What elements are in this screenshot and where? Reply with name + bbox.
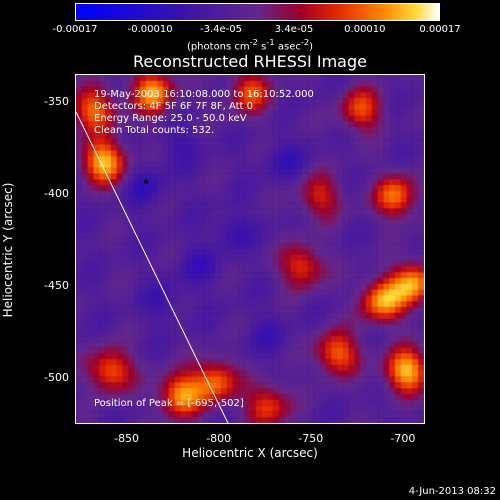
footer-date: 4-Jun-2013 08:32 bbox=[408, 486, 496, 497]
y-tick-label: -350 bbox=[44, 94, 69, 108]
x-tick-label: -850 bbox=[114, 432, 140, 445]
colorbar-units: (photons cm-2 s-1 asec-2) bbox=[186, 37, 314, 53]
annotation-peak: Position of Peak = [-695,-502] bbox=[94, 398, 244, 409]
annotation-energy: Energy Range: 25.0 - 50.0 keV bbox=[94, 113, 247, 124]
plot-area: 19-May-2003 16:10:08.000 to 16:10:52.000… bbox=[75, 74, 425, 424]
plot-overlay bbox=[76, 111, 229, 423]
y-axis-label: Heliocentric Y (arcsec) bbox=[1, 182, 15, 318]
x-tick-label: -750 bbox=[298, 432, 324, 445]
y-tick-label: -500 bbox=[44, 370, 69, 384]
colorbar bbox=[75, 3, 440, 21]
solar-limb-line bbox=[76, 111, 229, 423]
colorbar-tick-label: -0.00017 bbox=[52, 24, 98, 35]
peak-marker bbox=[144, 179, 148, 184]
y-tick-label: -450 bbox=[44, 278, 69, 292]
x-tick-label: -800 bbox=[206, 432, 232, 445]
colorbar-gradient bbox=[76, 4, 439, 20]
annotation-clean: Clean Total counts: 532. bbox=[94, 125, 215, 136]
annotation-time: 19-May-2003 16:10:08.000 to 16:10:52.000 bbox=[94, 89, 314, 100]
heatmap-image bbox=[76, 75, 424, 423]
colorbar-tick-label: 3.4e-05 bbox=[274, 24, 314, 35]
colorbar-tick-label: -0.00010 bbox=[127, 24, 173, 35]
colorbar-tick-label: 0.00017 bbox=[419, 24, 461, 35]
x-tick-label: -700 bbox=[390, 432, 416, 445]
y-tick-label: -400 bbox=[44, 186, 69, 200]
colorbar-tick-label: -3.4e-05 bbox=[200, 24, 242, 35]
chart-title: Reconstructed RHESSI Image bbox=[133, 52, 367, 71]
colorbar-tick-label: 0.00010 bbox=[344, 24, 386, 35]
annotation-detectors: Detectors: 4F 5F 6F 7F 8F, Att 0 bbox=[94, 101, 254, 112]
x-axis-label: Heliocentric X (arcsec) bbox=[182, 446, 318, 460]
